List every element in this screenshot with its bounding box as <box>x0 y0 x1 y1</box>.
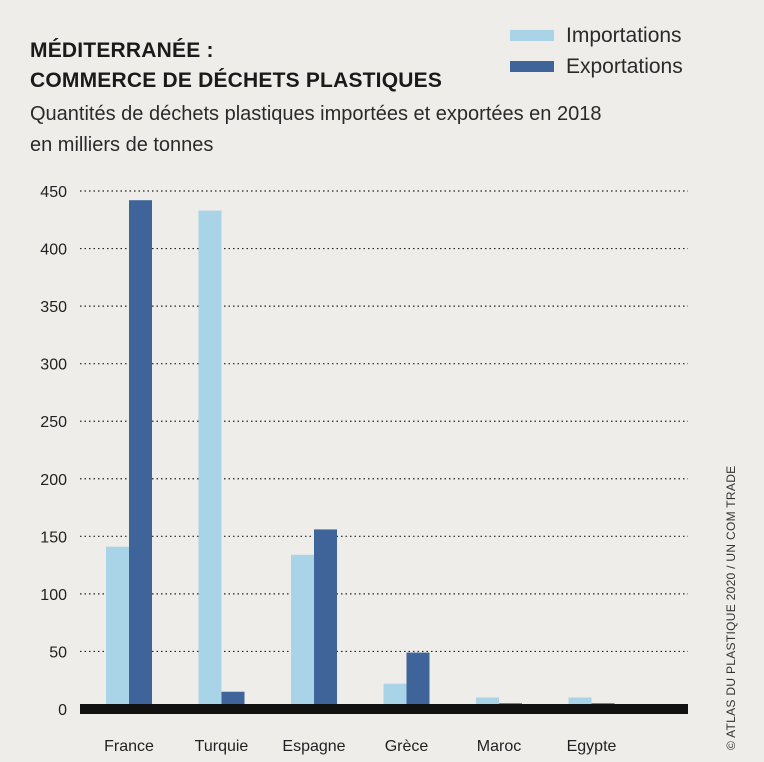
bar-imports <box>198 210 222 709</box>
y-tick-label: 300 <box>40 357 67 374</box>
y-tick-label: 50 <box>49 644 67 661</box>
source-credit: © ATLAS DU PLASTIQUE 2020 / UN COM TRADE <box>724 465 738 750</box>
legend-item-imports: Importations <box>510 20 683 51</box>
y-tick-label: 200 <box>40 472 67 489</box>
bar-exports <box>129 200 152 709</box>
bar-exports <box>314 529 337 709</box>
bar-imports <box>383 683 407 709</box>
legend-item-exports: Exportations <box>510 51 683 82</box>
bar-imports <box>568 697 592 709</box>
x-category-label: Grèce <box>385 738 429 755</box>
x-axis-baseline <box>80 704 688 714</box>
legend: Importations Exportations <box>510 20 683 82</box>
x-category-label: Espagne <box>282 738 345 755</box>
bar-imports <box>106 546 129 709</box>
legend-swatch-exports <box>510 61 554 72</box>
bar-imports <box>476 697 499 709</box>
legend-label-imports: Importations <box>566 23 682 47</box>
bar-imports <box>291 554 314 709</box>
x-category-label: Egypte <box>567 738 617 755</box>
y-tick-label: 0 <box>58 702 67 719</box>
x-category-label: France <box>104 738 154 755</box>
chart-subtitle: Quantités de déchets plastiques importée… <box>30 99 601 161</box>
y-tick-label: 400 <box>40 242 67 259</box>
bar-exports <box>406 652 430 709</box>
x-category-label: Maroc <box>477 738 521 755</box>
y-tick-label: 100 <box>40 587 67 604</box>
chart-title: MÉDITERRANÉE : COMMERCE DE DÉCHETS PLAST… <box>30 36 442 96</box>
subtitle-line-1: Quantités de déchets plastiques importée… <box>30 103 602 125</box>
y-tick-label: 250 <box>40 414 67 431</box>
y-tick-label: 450 <box>40 184 67 201</box>
legend-label-exports: Exportations <box>566 54 683 78</box>
y-tick-label: 350 <box>40 299 67 316</box>
title-line-1: MÉDITERRANÉE : <box>30 39 214 62</box>
title-line-2: COMMERCE DE DÉCHETS PLASTIQUES <box>30 69 443 92</box>
legend-swatch-imports <box>510 30 554 41</box>
subtitle-line-2: en milliers de tonnes <box>30 134 214 156</box>
y-tick-label: 150 <box>40 529 67 546</box>
x-category-label: Turquie <box>195 738 249 755</box>
